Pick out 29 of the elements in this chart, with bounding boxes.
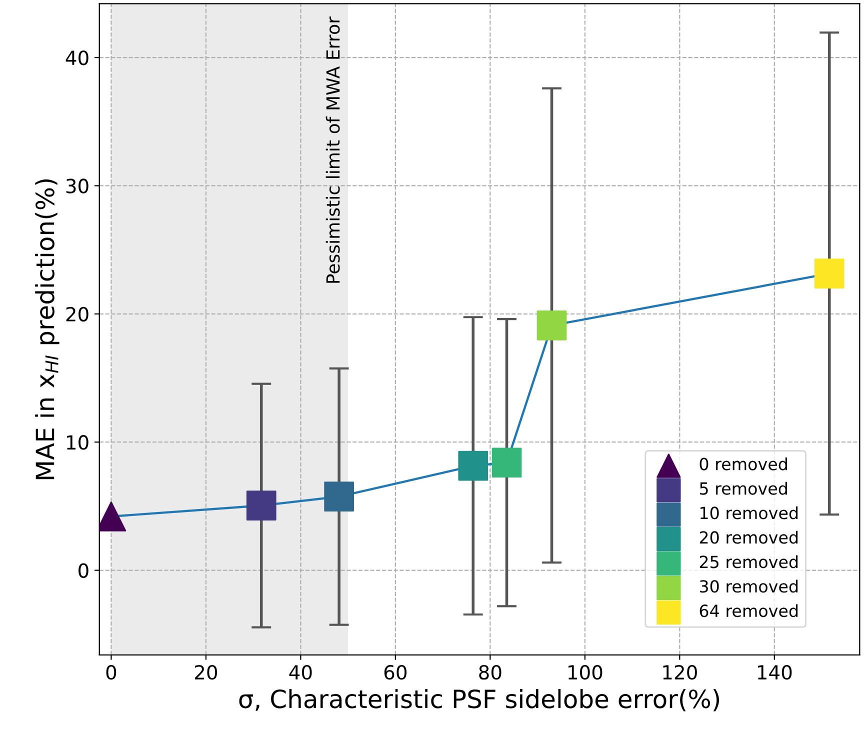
legend-label: 10 removed (700, 506, 798, 520)
x-tick-label: 40 (289, 664, 312, 680)
x-axis-title: σ, Characteristic PSF sidelobe error(%) (239, 688, 720, 712)
x-tick-label: 140 (758, 664, 792, 680)
x-tick-label: 60 (384, 664, 407, 680)
legend-label: 64 removed (700, 604, 798, 618)
x-tick-label: 100 (568, 664, 602, 680)
point (536, 310, 567, 340)
point (246, 490, 276, 520)
y-axis-title: MAE in x$_{HI}$ prediction(%) (35, 179, 60, 480)
band-label: Pessimistic limit of MWA Error (326, 16, 340, 283)
legend-label: 5 removed (700, 482, 787, 495)
point (324, 482, 354, 512)
legend-label: 30 removed (700, 580, 798, 593)
point (814, 258, 844, 288)
point (458, 450, 488, 481)
y-tick-label: 0 (78, 563, 88, 578)
x-tick-label: 120 (663, 664, 697, 680)
legend-label: 20 removed (700, 530, 798, 544)
x-tick-label: 80 (479, 664, 502, 680)
y-tick-label: 30 (66, 178, 88, 194)
x-tick-label: 20 (195, 664, 218, 680)
y-tick-label: 10 (67, 435, 88, 450)
y-tick-label: 40 (66, 50, 88, 66)
y-tick-label: 20 (66, 306, 88, 322)
x-tick-label: 0 (106, 664, 116, 680)
legend-label: 25 removed (700, 555, 798, 568)
legend-label: 0 removed (700, 457, 787, 470)
point (492, 448, 522, 478)
